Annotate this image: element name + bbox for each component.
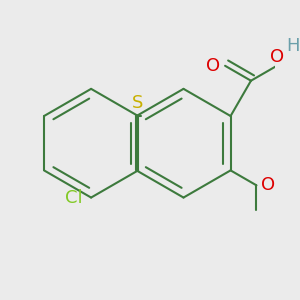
Text: Cl: Cl (65, 189, 83, 207)
Text: O: O (206, 57, 220, 75)
Text: O: O (270, 48, 284, 66)
Text: H: H (286, 37, 300, 55)
Text: S: S (132, 94, 143, 112)
Text: O: O (260, 176, 275, 194)
